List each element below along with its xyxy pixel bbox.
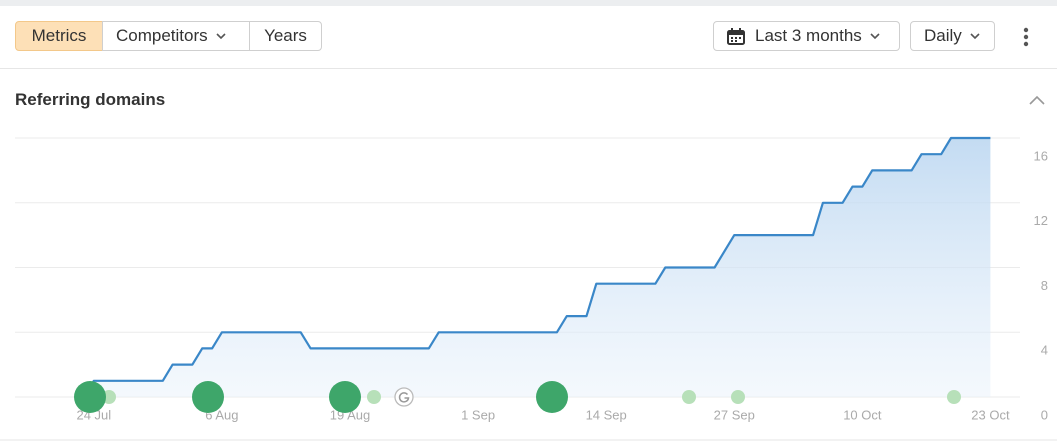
divider [0, 68, 1057, 69]
top-band [0, 0, 1057, 6]
google-update-icon[interactable] [394, 387, 414, 407]
chevron [870, 33, 880, 40]
event-dot[interactable] [192, 381, 224, 413]
y-tick-label: 12 [1034, 213, 1048, 228]
interval-select[interactable]: Daily [910, 21, 995, 51]
x-tick-label: 1 Sep [461, 407, 495, 422]
x-tick-label: 27 Sep [714, 407, 755, 422]
event-dot[interactable] [367, 390, 381, 404]
collapse-chevron[interactable] [1028, 94, 1046, 106]
chevron [970, 33, 980, 40]
event-dot[interactable] [947, 390, 961, 404]
event-dot[interactable] [74, 381, 106, 413]
chart-title: Referring domains [15, 90, 166, 109]
y-tick-label: 16 [1034, 148, 1048, 163]
event-dot[interactable] [682, 390, 696, 404]
tab-competitors[interactable]: Competitors [102, 21, 250, 51]
tab-years[interactable]: Years [249, 21, 322, 51]
range-select[interactable]: Last 3 months [713, 21, 900, 51]
x-tick-label: 14 Sep [586, 407, 627, 422]
y-tick-label: 0 [1041, 407, 1048, 422]
tab-label: Metrics [31, 26, 87, 45]
tab-label: Years [264, 26, 307, 45]
event-dot[interactable] [731, 390, 745, 404]
tab-metrics[interactable]: Metrics [15, 21, 103, 51]
event-markers [74, 381, 961, 413]
y-tick-label: 4 [1041, 343, 1048, 358]
x-tick-label: 10 Oct [843, 407, 882, 422]
interval-label: Daily [924, 26, 962, 45]
chevron [216, 33, 226, 40]
event-dot[interactable] [536, 381, 568, 413]
x-tick-label: 23 Oct [971, 407, 1010, 422]
y-tick-label: 8 [1041, 278, 1048, 293]
area-fill [84, 138, 991, 397]
line [83, 136, 991, 398]
tab-label: Competitors [116, 26, 208, 45]
more-menu[interactable] [1021, 26, 1031, 48]
calendar-icon [727, 27, 745, 45]
event-dot[interactable] [329, 381, 361, 413]
range-label: Last 3 months [755, 26, 862, 45]
